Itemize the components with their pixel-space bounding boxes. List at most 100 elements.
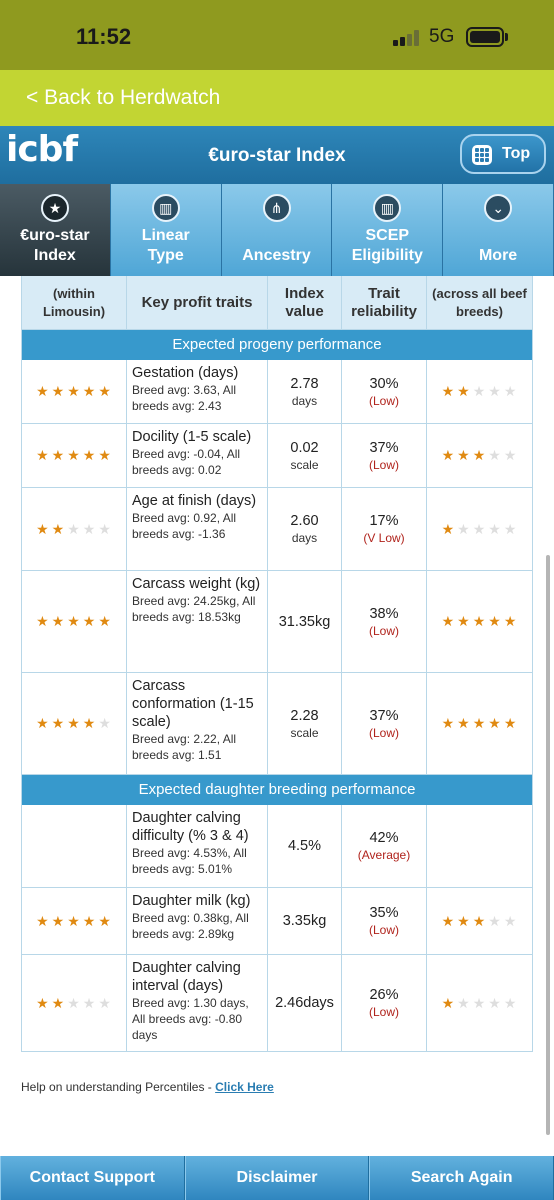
trait-averages: Breed avg: -0.04, All breeds avg: 0.02 <box>132 447 241 477</box>
star-icon: ★ <box>472 520 487 537</box>
grid-icon <box>472 145 492 165</box>
star-icon: ★ <box>51 912 66 929</box>
index-unit: scale <box>290 457 319 472</box>
footer-bar: Contact Support Disclaimer Search Again <box>0 1156 554 1200</box>
star-icon: ★ <box>82 613 97 629</box>
back-to-herdwatch-link[interactable]: < Back to Herdwatch <box>26 86 221 109</box>
star-icon: ★ <box>488 912 502 929</box>
star-icon: ★ <box>51 613 66 629</box>
top-button[interactable]: Top <box>460 134 546 174</box>
star-icon: ★ <box>488 447 502 463</box>
tab-linear-type[interactable]: ▥ Linear Type <box>110 184 222 276</box>
trait-name: Gestation (days) <box>132 365 239 381</box>
trait-averages: Breed avg: 24.25kg, All breeds avg: 18.5… <box>132 594 256 624</box>
tab-euro-star-index[interactable]: ★ €uro-star Index <box>0 184 111 276</box>
star-icon: ★ <box>67 715 81 731</box>
reliability-cell: 35% (Low) <box>342 888 427 955</box>
tab-label: SCEP <box>365 227 410 244</box>
index-unit: days <box>291 531 318 545</box>
scrollbar[interactable] <box>546 555 550 1135</box>
trait-cell: Age at finish (days) Breed avg: 0.92, All… <box>127 488 268 571</box>
star-icon: ★ <box>36 520 50 537</box>
star-icon: ★ <box>98 520 112 537</box>
star-icon: ★ <box>472 912 487 929</box>
star-icon: ★ <box>441 912 456 929</box>
star-icon: ★ <box>36 383 50 399</box>
tab-ancestry[interactable]: ⋔ Ancestry <box>221 184 333 276</box>
section-header: Expected daughter breeding performance <box>21 775 533 805</box>
index-value-cell: 0.02 scale <box>268 424 342 488</box>
star-icon: ★ <box>488 383 502 399</box>
reliability-level: (Low) <box>368 725 399 740</box>
trait-averages: Breed avg: 4.53%, All breeds avg: 5.01% <box>132 846 247 876</box>
star-icon: ★ <box>441 383 456 399</box>
trait-averages: Breed avg: 0.38kg, All breeds avg: 2.89k… <box>132 911 249 941</box>
header-star-within: (within Limousin) <box>21 276 127 330</box>
index-value-cell: 2.78 days <box>268 360 342 424</box>
chevron-down-icon: ⌄ <box>484 194 513 222</box>
network-type: 5G <box>429 26 455 47</box>
star-icon: ★ <box>457 715 471 731</box>
star-icon: ★ <box>488 715 502 731</box>
star-icon: ★ <box>441 520 456 537</box>
reliability-level: (Average) <box>357 848 411 862</box>
table-header-row: (within Limousin) Key profit traits Inde… <box>21 276 533 330</box>
tab-scep-eligibility[interactable]: ▥ SCEP Eligibility <box>332 184 444 276</box>
bar-chart-icon: ▥ <box>151 194 180 222</box>
reliability-percent: 37% <box>369 439 399 456</box>
header-reliability: Trait reliability <box>342 276 427 330</box>
index-unit: days <box>291 393 318 408</box>
star-rating-across: ★ ★ ★ ★ ★ <box>427 488 533 571</box>
star-icon: ★ <box>82 383 97 399</box>
trait-cell: Docility (1-5 scale) Breed avg: -0.04, Al… <box>127 424 268 488</box>
star-icon: ★ <box>457 613 471 629</box>
contact-support-button[interactable]: Contact Support <box>0 1156 185 1200</box>
table-row: ★ ★ ★ ★ ★ Daughter calving interval (days) Bre… <box>21 955 533 1052</box>
star-icon: ★ <box>472 383 487 399</box>
star-rating-within: ★ ★ ★ ★ ★ <box>21 360 127 424</box>
star-icon: ★ <box>36 912 50 929</box>
star-icon: ★ <box>488 994 502 1011</box>
star-icon: ★ <box>503 447 518 463</box>
star-rating-within: ★ ★ ★ ★ ★ <box>21 424 127 488</box>
reliability-percent: 30% <box>369 375 399 392</box>
reliability-level: (V Low) <box>363 531 405 545</box>
table-row: ★ ★ ★ ★ ★ Docility (1-5 scale) Breed avg: -0.0… <box>21 424 533 488</box>
star-icon: ★ <box>36 715 50 731</box>
star-icon: ★ <box>67 912 81 929</box>
header-star-across: (across all beef breeds) <box>427 276 533 330</box>
index-value-cell: 2.46days <box>268 955 342 1052</box>
trait-averages: Breed avg: 0.92, All breeds avg: -1.36 <box>132 511 237 541</box>
reliability-cell: 17% (V Low) <box>342 488 427 571</box>
disclaimer-button[interactable]: Disclaimer <box>184 1156 370 1200</box>
star-icon: ★ <box>503 383 518 399</box>
star-rating-across: ★ ★ ★ ★ ★ <box>427 360 533 424</box>
star-icon: ★ <box>98 383 112 399</box>
icbf-logo: icbf <box>6 129 78 170</box>
reliability-cell: 37% (Low) <box>342 424 427 488</box>
tab-label: Index <box>34 247 76 264</box>
star-icon: ★ <box>98 447 112 463</box>
table-row: ★ ★ ★ ★ ★ Daughter milk (kg) Breed avg: 0.38kg… <box>21 888 533 955</box>
click-here-link[interactable]: Click Here <box>215 1080 274 1094</box>
tab-label: More <box>478 247 518 264</box>
tab-label: €uro-star <box>20 227 90 244</box>
reliability-percent: 26% <box>369 987 399 1003</box>
reliability-cell: 38% (Low) <box>342 571 427 673</box>
star-icon: ★ <box>51 994 66 1011</box>
star-rating-across: ★ ★ ★ ★ ★ <box>427 571 533 673</box>
tab-more[interactable]: ⌄ More <box>443 184 554 276</box>
search-again-button[interactable]: Search Again <box>369 1156 554 1200</box>
reliability-level: (Low) <box>368 393 399 408</box>
header-traits: Key profit traits <box>127 276 268 330</box>
index-value-cell: 4.5% <box>268 805 342 888</box>
reliability-cell: 30% (Low) <box>342 360 427 424</box>
star-icon: ★ <box>67 613 81 629</box>
star-icon: ★ <box>82 994 97 1011</box>
star-icon: ★ <box>503 912 518 929</box>
trait-name: Carcass conformation (1-15 scale) <box>132 678 254 730</box>
trait-name: Daughter calving interval (days) <box>132 960 241 994</box>
nav-tabs: ★ €uro-star Index ▥ Linear Type ⋔ Ancestry… <box>0 184 554 276</box>
trait-cell: Daughter calving difficulty (% 3 & 4) Bre… <box>127 805 268 888</box>
help-text: Help on understanding Percentiles - <box>21 1080 216 1094</box>
